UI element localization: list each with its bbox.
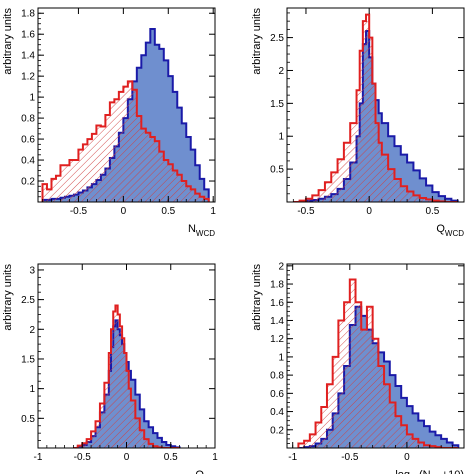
y-tick-label: 0.2 [270, 425, 284, 436]
histogram-fill-red [73, 305, 180, 448]
y-tick-label: 1.2 [21, 72, 35, 83]
x-axis-text: Q [436, 223, 445, 235]
panel-1: 0.2 0.4 0.6 0.8 1 1.2 1.4 1.6 1.8 -0.5 0 0.5 1 arbitr… [2, 7, 216, 238]
y-tick-label: 1.2 [270, 334, 284, 345]
y-tick-label: 2 [29, 325, 35, 336]
y-tick-label: 1.5 [270, 99, 284, 110]
y-tick-label: 1.8 [21, 9, 35, 20]
x-tick-label: -0.5 [341, 452, 359, 463]
y-axis-title: arbitrary units [2, 264, 14, 331]
x-tick-label: 0.5 [164, 452, 178, 463]
x-tick-label: 0 [404, 452, 410, 463]
histogram-outline-red [73, 304, 180, 448]
y-axis-title: arbitrary units [251, 8, 263, 75]
y-tick-label: 2 [278, 261, 284, 272]
y-tick-label: 0.6 [21, 135, 35, 146]
panel-4: 0.2 0.4 0.6 0.8 1 1.2 1.4 1.6 1.8 2 -1 -0.5 0 arbitra… [251, 261, 465, 474]
x-tick-label: 0.5 [425, 206, 439, 217]
y-tick-label: 0.8 [270, 371, 284, 382]
plot-area [293, 13, 459, 202]
x-tick-label: -0.5 [74, 452, 92, 463]
plot-frame [37, 7, 216, 203]
y-tick-label: 0.4 [270, 407, 284, 418]
x-axis-title: QSD [195, 469, 215, 474]
x-tick-label: 0 [366, 206, 372, 217]
x-tick-label: -0.5 [297, 206, 315, 217]
plot-area [41, 27, 210, 202]
x-tick-label: 1 [210, 206, 216, 217]
x-tick-label: 0 [124, 452, 130, 463]
x-axis-text: N [188, 223, 196, 235]
x-axis-title: QWCD [436, 223, 464, 238]
y-tick-label: 1 [29, 93, 35, 104]
y-tick-label: 1.4 [270, 316, 284, 327]
y-tick-label: 2.5 [270, 33, 284, 44]
y-tick-label: 0.4 [21, 156, 35, 167]
x-axis-text: log [395, 469, 410, 474]
y-tick-label: 3 [29, 265, 35, 276]
y-tick-label: 1 [278, 132, 284, 143]
y-tick-label: 0.5 [270, 165, 284, 176]
x-tick-label: -1 [288, 452, 297, 463]
plot-frame [286, 263, 465, 449]
y-tick-label: 0.2 [21, 177, 35, 188]
histogram-fill-red [298, 279, 459, 448]
histogram-outline-red [41, 80, 210, 202]
plot-area [297, 278, 460, 448]
x-axis-title: log10(NSD+10) [395, 469, 464, 474]
y-tick-label: 2.5 [21, 295, 35, 306]
y-tick-label: 1 [29, 384, 35, 395]
histogram-fill-red [42, 81, 209, 202]
y-tick-label: 0.8 [21, 114, 35, 125]
x-axis-text: Q [195, 469, 204, 474]
y-tick-label: 1.5 [21, 354, 35, 365]
y-tick-label: 1.6 [21, 30, 35, 41]
x-axis-subscript: WCD [445, 229, 464, 238]
y-tick-label: 1.8 [270, 280, 284, 291]
panel-3: 0.5 1 1.5 2 2.5 3 -1 -0.5 0 0.5 1 arbitrary units QS… [2, 263, 218, 474]
y-tick-label: 1 [278, 352, 284, 363]
histogram-fill-blue [42, 28, 209, 202]
histogram-outline-red [293, 13, 458, 202]
x-tick-label: -0.5 [70, 206, 88, 217]
panel-2: 0.5 1 1.5 2 2.5 -0.5 0 0.5 arbitrary units QWCD [251, 7, 465, 238]
y-tick-label: 0.6 [270, 389, 284, 400]
x-tick-label: -1 [34, 452, 43, 463]
plot-area [73, 304, 181, 448]
y-tick-label: 1.6 [270, 298, 284, 309]
plot-frame [286, 7, 465, 203]
x-tick-label: 0 [121, 206, 127, 217]
x-axis-subscript: WCD [196, 229, 215, 238]
x-axis-text: (N [419, 469, 431, 474]
x-tick-label: 0.5 [161, 206, 175, 217]
y-axis-title: arbitrary units [251, 264, 263, 331]
x-axis-text: +10) [442, 469, 464, 474]
y-axis-title: arbitrary units [2, 8, 14, 75]
y-tick-label: 0.5 [21, 414, 35, 425]
x-tick-label: 1 [212, 452, 218, 463]
y-tick-label: 1.4 [21, 51, 35, 62]
y-tick-label: 2 [278, 66, 284, 77]
x-axis-title: NWCD [188, 223, 215, 238]
histogram-outline-red [297, 278, 459, 448]
